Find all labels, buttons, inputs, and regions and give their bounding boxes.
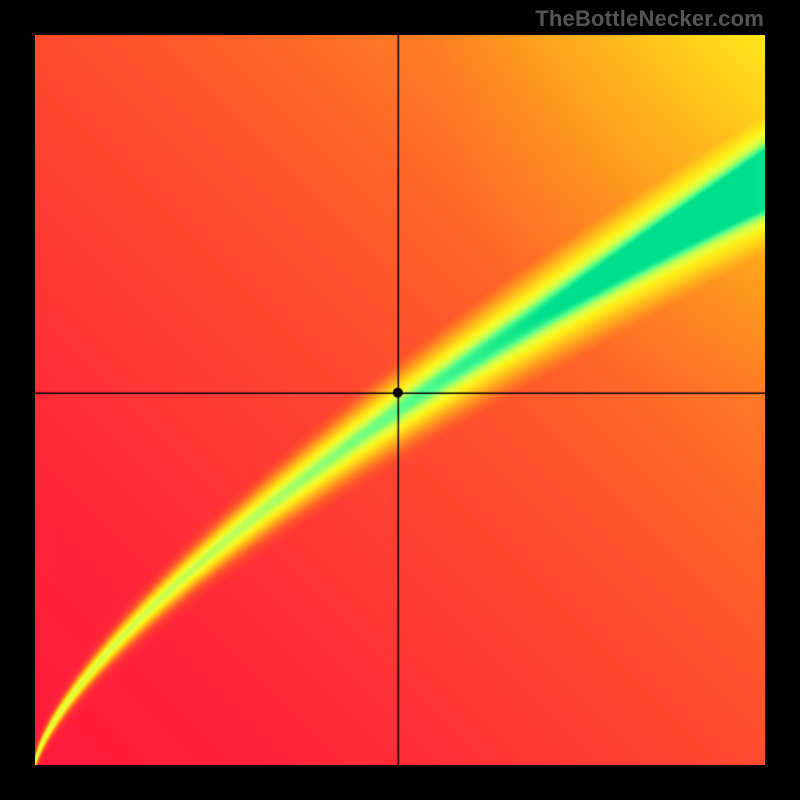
plot-area <box>35 35 765 765</box>
chart-container: TheBottleNecker.com <box>0 0 800 800</box>
heatmap-canvas <box>35 35 765 765</box>
watermark-text: TheBottleNecker.com <box>535 6 764 32</box>
